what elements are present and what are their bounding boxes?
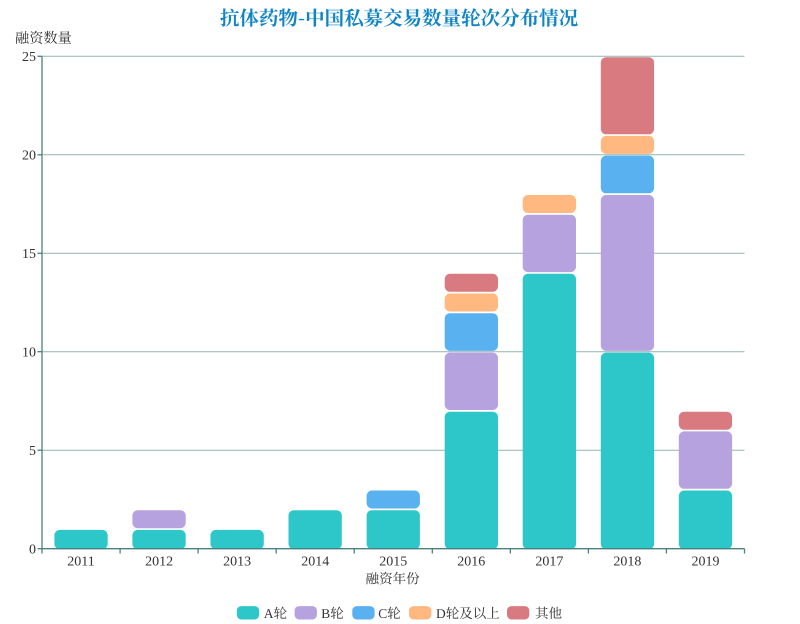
svg-text:10: 10 <box>22 345 36 360</box>
svg-text:2015: 2015 <box>379 555 407 570</box>
svg-text:2013: 2013 <box>223 555 251 570</box>
svg-text:2011: 2011 <box>67 555 94 570</box>
svg-text:2014: 2014 <box>301 555 329 570</box>
svg-text:15: 15 <box>22 247 36 262</box>
svg-text:5: 5 <box>29 444 36 459</box>
svg-text:2018: 2018 <box>613 555 641 570</box>
svg-text:0: 0 <box>29 542 36 557</box>
svg-text:2012: 2012 <box>145 555 173 570</box>
svg-text:25: 25 <box>22 50 36 65</box>
svg-text:2017: 2017 <box>535 555 563 570</box>
svg-text:2019: 2019 <box>692 555 720 570</box>
svg-text:20: 20 <box>22 149 36 164</box>
svg-text:2016: 2016 <box>457 555 485 570</box>
